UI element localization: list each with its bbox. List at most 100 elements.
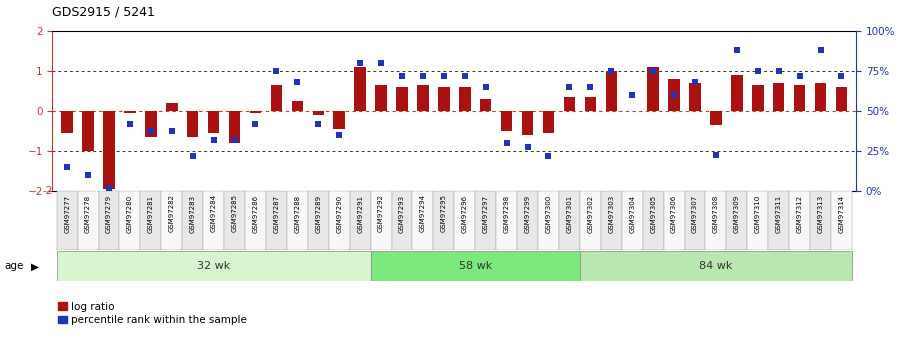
Bar — [187, 111, 198, 137]
Bar — [500, 111, 512, 131]
Bar — [622, 191, 643, 250]
Bar — [773, 83, 785, 111]
Bar — [371, 251, 580, 281]
Bar — [794, 85, 805, 111]
Text: GSM97278: GSM97278 — [85, 194, 91, 233]
Text: GSM97299: GSM97299 — [525, 194, 530, 233]
Bar — [396, 87, 408, 111]
Bar — [291, 101, 303, 111]
Bar — [245, 191, 266, 250]
Bar — [789, 191, 810, 250]
Bar — [710, 111, 721, 125]
Text: age: age — [5, 262, 24, 271]
Text: GSM97310: GSM97310 — [755, 194, 761, 233]
Legend: log ratio, percentile rank within the sample: log ratio, percentile rank within the sa… — [58, 302, 247, 325]
Bar — [475, 191, 496, 250]
Bar — [522, 111, 533, 135]
Bar — [312, 111, 324, 115]
Text: GSM97300: GSM97300 — [546, 194, 551, 233]
Text: GSM97314: GSM97314 — [838, 194, 844, 233]
Text: GSM97287: GSM97287 — [273, 194, 280, 233]
Text: GDS2915 / 5241: GDS2915 / 5241 — [52, 5, 156, 18]
Bar — [329, 191, 349, 250]
Bar — [417, 85, 429, 111]
Bar — [208, 111, 219, 133]
Text: 84 wk: 84 wk — [700, 261, 733, 271]
Text: GSM97282: GSM97282 — [168, 194, 175, 233]
Text: GSM97295: GSM97295 — [441, 194, 447, 233]
Text: -2: -2 — [43, 187, 52, 196]
Bar — [731, 75, 743, 111]
Bar — [585, 97, 596, 111]
Bar — [835, 87, 847, 111]
Bar — [376, 85, 386, 111]
Text: GSM97308: GSM97308 — [713, 194, 719, 233]
Text: 32 wk: 32 wk — [197, 261, 230, 271]
Bar — [768, 191, 789, 250]
Text: GSM97294: GSM97294 — [420, 194, 426, 233]
Bar — [308, 191, 329, 250]
Bar — [57, 251, 371, 281]
Bar — [459, 87, 471, 111]
Bar — [99, 191, 119, 250]
Text: 58 wk: 58 wk — [459, 261, 491, 271]
Bar — [161, 191, 182, 250]
Bar — [124, 111, 136, 113]
Bar — [831, 191, 852, 250]
Bar — [668, 79, 680, 111]
Text: GSM97296: GSM97296 — [462, 194, 468, 233]
Bar — [814, 83, 826, 111]
Bar — [82, 111, 94, 151]
Text: GSM97284: GSM97284 — [211, 194, 216, 233]
Text: GSM97285: GSM97285 — [232, 194, 238, 233]
Bar — [333, 111, 345, 129]
Bar — [266, 191, 287, 250]
Bar — [454, 191, 475, 250]
Bar — [663, 191, 684, 250]
Text: GSM97279: GSM97279 — [106, 194, 112, 233]
Text: GSM97311: GSM97311 — [776, 194, 782, 233]
Text: GSM97291: GSM97291 — [357, 194, 363, 233]
Bar — [706, 191, 727, 250]
Text: GSM97302: GSM97302 — [587, 194, 594, 233]
Text: GSM97306: GSM97306 — [671, 194, 677, 233]
Bar — [203, 191, 224, 250]
Bar — [119, 191, 140, 250]
Bar — [605, 71, 617, 111]
Text: GSM97297: GSM97297 — [482, 194, 489, 233]
Bar — [413, 191, 433, 250]
Bar — [392, 191, 413, 250]
Bar — [496, 191, 517, 250]
Text: GSM97303: GSM97303 — [608, 194, 614, 233]
Text: GSM97286: GSM97286 — [252, 194, 259, 233]
Text: GSM97277: GSM97277 — [64, 194, 71, 233]
Bar — [433, 191, 454, 250]
Bar — [810, 191, 831, 250]
Bar — [690, 83, 700, 111]
Text: GSM97281: GSM97281 — [148, 194, 154, 233]
Bar — [643, 191, 663, 250]
Bar — [438, 87, 450, 111]
Bar — [166, 103, 177, 111]
Bar — [564, 97, 576, 111]
Bar — [684, 191, 706, 250]
Bar — [229, 111, 241, 144]
Text: GSM97313: GSM97313 — [817, 194, 824, 233]
Bar — [480, 99, 491, 111]
Text: GSM97293: GSM97293 — [399, 194, 405, 233]
Bar — [538, 191, 559, 250]
Text: GSM97289: GSM97289 — [315, 194, 321, 233]
Bar — [727, 191, 748, 250]
Bar — [355, 67, 366, 111]
Text: GSM97312: GSM97312 — [796, 194, 803, 233]
Text: GSM97290: GSM97290 — [336, 194, 342, 233]
Bar — [224, 191, 245, 250]
Bar — [647, 67, 659, 111]
Bar — [371, 191, 392, 250]
Bar — [601, 191, 622, 250]
Bar — [62, 111, 73, 133]
Bar — [752, 85, 764, 111]
Text: GSM97305: GSM97305 — [650, 194, 656, 233]
Text: GSM97280: GSM97280 — [127, 194, 133, 233]
Text: GSM97304: GSM97304 — [629, 194, 635, 233]
